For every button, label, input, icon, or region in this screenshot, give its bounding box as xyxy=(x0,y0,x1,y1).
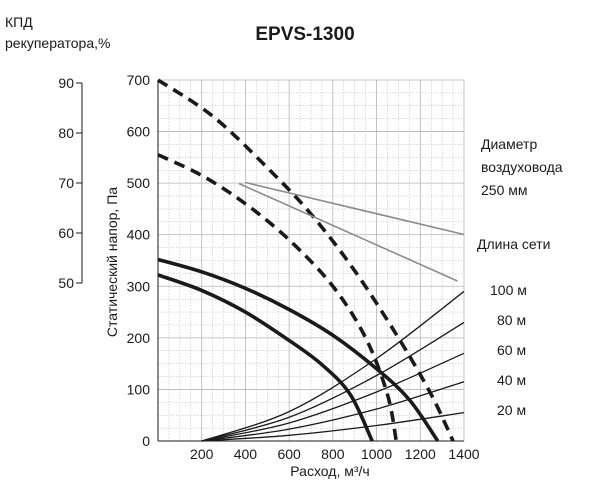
network-length-40: 40 м xyxy=(497,372,526,388)
y-tick-label: 300 xyxy=(127,278,151,294)
series-network-line-7 xyxy=(201,321,465,442)
network-length-100: 100 м xyxy=(490,282,527,298)
x-tick-label: 200 xyxy=(190,446,214,462)
efficiency-axis-label-line1: КПД xyxy=(5,14,33,30)
series-solid-line-3 xyxy=(157,273,374,442)
series-efficiency-line-5 xyxy=(238,182,458,282)
network-length-20: 20 м xyxy=(497,402,526,418)
plot-grid xyxy=(158,79,465,441)
series-efficiency-line-4 xyxy=(245,181,465,236)
x-tick-label: 400 xyxy=(234,446,258,462)
tick-labels: 200 400 600 800 1000 1200 1400 0 100 200 300 400 500… xyxy=(58,72,479,462)
y-tick-label: 200 xyxy=(127,330,151,346)
duct-diameter-label-line3: 250 мм xyxy=(481,182,528,198)
x-tick-label: 1000 xyxy=(361,446,392,462)
y-tick-label: 700 xyxy=(127,72,151,88)
efficiency-tick-label: 60 xyxy=(58,225,74,241)
y-tick-label: 500 xyxy=(127,175,151,191)
y-tick-label: 600 xyxy=(127,124,151,140)
x-tick-label: 1200 xyxy=(405,446,436,462)
efficiency-tick-label: 90 xyxy=(58,75,74,91)
x-axis-label: Расход, м³/ч xyxy=(290,463,369,479)
series-network-line-6 xyxy=(201,290,465,442)
chart-title: EPVS-1300 xyxy=(255,24,354,45)
y-tick-label: 100 xyxy=(127,381,151,397)
y-tick-label: 400 xyxy=(127,227,151,243)
efficiency-tick-label: 70 xyxy=(58,175,74,191)
duct-diameter-label-line2: воздуховода xyxy=(481,159,563,175)
duct-diameter-label-line1: Диаметр xyxy=(481,136,537,152)
x-tick-label: 1400 xyxy=(448,446,479,462)
plot-curves xyxy=(157,78,465,443)
x-tick-label: 600 xyxy=(277,446,301,462)
efficiency-tick-label: 50 xyxy=(58,275,74,291)
efficiency-axis-label-line2: рекуператора,% xyxy=(5,35,110,51)
efficiency-tick-label: 80 xyxy=(58,125,74,141)
y-axis-label: Статический напор, Па xyxy=(104,187,120,337)
series-dashed-line-0 xyxy=(157,78,455,442)
series-dashed-line-1 xyxy=(157,153,399,442)
series-solid-line-2 xyxy=(157,257,440,443)
network-length-80: 80 м xyxy=(497,312,526,328)
series-network-line-10 xyxy=(201,411,465,442)
y-tick-label: 0 xyxy=(142,433,150,449)
x-tick-label: 800 xyxy=(321,446,345,462)
network-length-60: 60 м xyxy=(497,342,526,358)
series-network-line-9 xyxy=(201,381,465,442)
network-length-label: Длина сети xyxy=(477,236,550,252)
series-network-line-8 xyxy=(201,352,465,442)
